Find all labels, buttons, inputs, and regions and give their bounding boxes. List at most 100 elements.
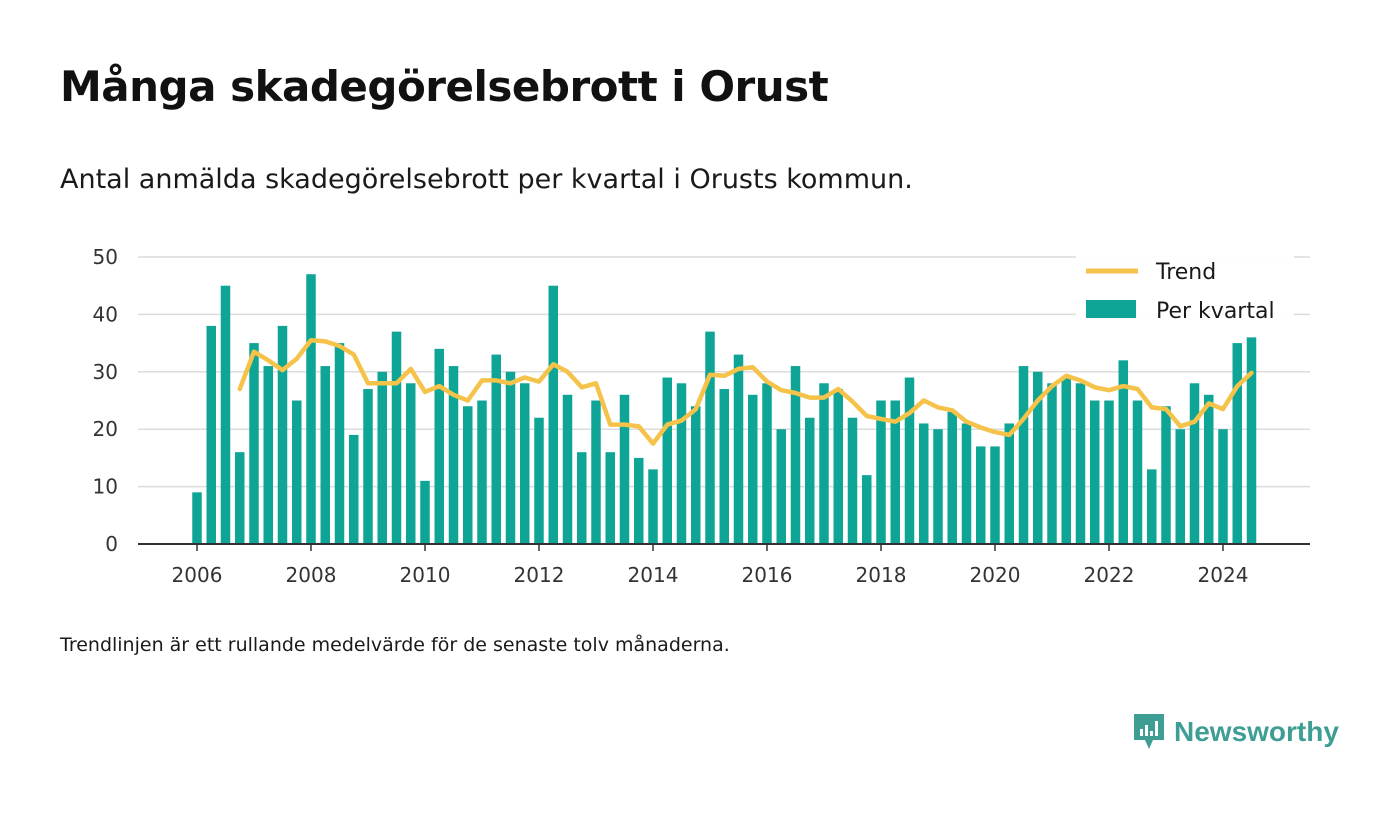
bar [676, 383, 687, 544]
bar [377, 371, 387, 544]
bar [1061, 377, 1071, 544]
bar [220, 285, 231, 544]
x-tick-label: 2010 [400, 563, 451, 587]
legend-background [1076, 252, 1294, 334]
bar-series [192, 274, 1257, 544]
legend-bar-label: Per kvartal [1156, 299, 1275, 324]
chart-subtitle: Antal anmälda skadegörelsebrott per kvar… [60, 164, 913, 195]
x-tick-label: 2006 [172, 563, 223, 587]
bar [249, 343, 259, 544]
trend-series [237, 337, 1254, 446]
bar [577, 452, 587, 544]
bar [890, 400, 900, 544]
x-tick-label: 2016 [742, 563, 793, 587]
bar [320, 366, 330, 544]
bar [448, 366, 459, 544]
bar [776, 429, 786, 544]
legend: Trend Per kvartal [1076, 252, 1294, 334]
x-tick-label: 2008 [286, 563, 337, 587]
bar [919, 423, 929, 544]
bar [733, 354, 744, 544]
x-tick-label: 2024 [1198, 563, 1249, 587]
bar [1004, 423, 1014, 544]
x-tick-label: 2014 [628, 563, 679, 587]
bar-chart: 0 10 20 30 40 50 2006 2008 2010 2012 2014 2016 2018 2… [93, 245, 1310, 587]
y-tick-label: 50 [93, 245, 118, 269]
bar [277, 325, 288, 544]
chart-title: Många skadegörelsebrott i Orust [60, 62, 829, 111]
bar [477, 400, 487, 544]
bar [520, 383, 530, 544]
bar [548, 285, 558, 544]
bar [434, 348, 444, 544]
bar [349, 434, 359, 544]
bar [534, 417, 544, 544]
bar [648, 469, 658, 544]
bar [805, 417, 815, 544]
bar [1018, 366, 1029, 544]
bar [306, 274, 316, 544]
bar [1204, 394, 1214, 544]
bar [1161, 406, 1171, 544]
y-tick-label: 40 [93, 302, 118, 326]
axes: 0 10 20 30 40 50 2006 2008 2010 2012 2014 2016 2018 2… [93, 245, 1310, 587]
bar [662, 377, 672, 544]
bar [363, 389, 373, 544]
x-tick-label: 2012 [514, 563, 565, 587]
y-tick-label: 0 [105, 532, 118, 556]
bar [1047, 383, 1057, 544]
legend-bar-swatch [1086, 300, 1136, 318]
x-tick-label: 2018 [856, 563, 907, 587]
bar [391, 331, 402, 544]
bar [705, 331, 715, 544]
bar [691, 406, 701, 544]
bar [605, 452, 615, 544]
trend-line [237, 337, 1254, 446]
bar [719, 389, 729, 544]
bar [1104, 400, 1114, 544]
bar [1090, 400, 1100, 544]
bar [947, 411, 957, 544]
bar [790, 366, 801, 544]
x-tick-label: 2022 [1084, 563, 1135, 587]
bar [862, 475, 872, 544]
y-tick-label: 20 [93, 417, 118, 441]
bar [1232, 343, 1242, 544]
bar [1189, 383, 1200, 544]
bar [634, 457, 644, 544]
bar [192, 492, 202, 544]
x-tick-label: 2020 [970, 563, 1021, 587]
legend-trend-label: Trend [1155, 260, 1216, 285]
bar [263, 366, 273, 544]
bar [562, 394, 573, 544]
bar [762, 383, 772, 544]
bar [619, 394, 630, 544]
brand-logo: Newsworthy [1132, 710, 1339, 754]
y-tick-label: 30 [93, 360, 118, 384]
y-tick-label: 10 [93, 475, 118, 499]
bar [420, 480, 430, 544]
bar [1033, 371, 1043, 544]
bar [406, 383, 416, 544]
bar [235, 452, 245, 544]
bar [1118, 360, 1128, 544]
bar [463, 406, 473, 544]
bar [847, 417, 858, 544]
bar [833, 389, 843, 544]
brand-name: Newsworthy [1174, 716, 1339, 747]
bar [1147, 469, 1157, 544]
bar [206, 325, 216, 544]
bar [933, 429, 943, 544]
bar [961, 423, 972, 544]
bar [1075, 383, 1086, 544]
bar [292, 400, 302, 544]
bar [904, 377, 915, 544]
newsworthy-logo-icon [1134, 714, 1164, 749]
bar [990, 446, 1000, 544]
footnote: Trendlinjen är ett rullande medelvärde f… [60, 634, 730, 656]
bar [1132, 400, 1143, 544]
bar [505, 371, 516, 544]
bar [334, 343, 345, 544]
bar [976, 446, 986, 544]
bar [1175, 429, 1185, 544]
